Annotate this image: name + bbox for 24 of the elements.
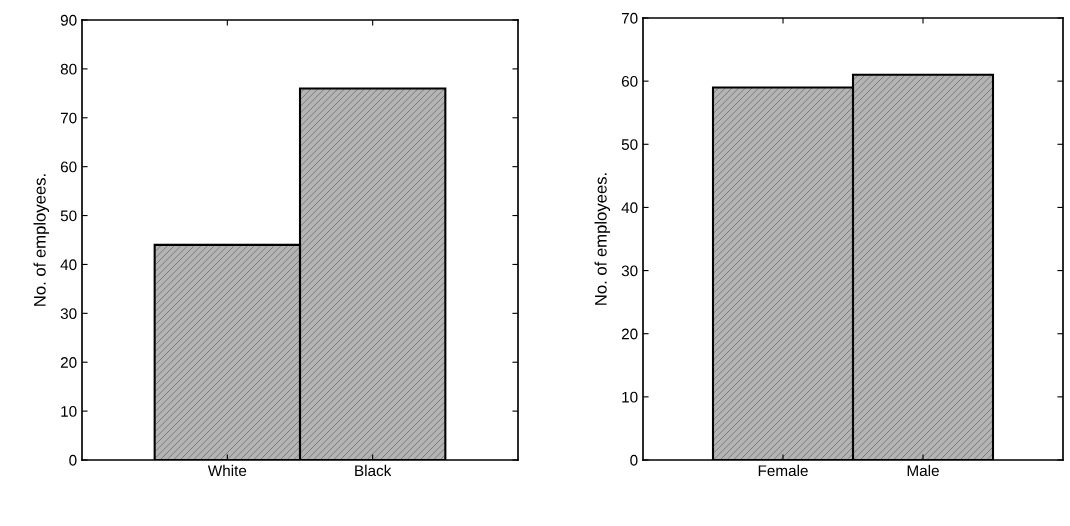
- y-tick-label: 60: [621, 76, 638, 87]
- y-tick-label: 90: [60, 14, 77, 26]
- y-tick-label: 40: [60, 259, 77, 271]
- y-tick-label: 0: [69, 454, 77, 466]
- y-tick-label: 10: [61, 405, 77, 417]
- y-tick-label: 70: [621, 12, 638, 24]
- y-tick-label: 50: [621, 139, 638, 150]
- x-tick-label: Male: [907, 464, 939, 477]
- y-tick-label: 50: [60, 210, 77, 222]
- y-tick-label: 80: [60, 63, 77, 75]
- x-tick-label: Black: [355, 464, 392, 477]
- y-tick-label: 10: [622, 391, 638, 403]
- y-tick-label: 20: [60, 357, 77, 368]
- y-tick-label: 0: [630, 454, 638, 466]
- y-axis-title: No. of employees.: [33, 174, 50, 306]
- y-axis-title: No. of employees.: [594, 173, 611, 305]
- y-tick-label: 20: [621, 328, 638, 340]
- y-tick-label: 70: [60, 112, 77, 124]
- y-tick-label: 40: [621, 202, 638, 214]
- x-tick-label: Female: [758, 464, 808, 477]
- x-tick-label: White: [207, 464, 247, 477]
- y-tick-label: 30: [60, 308, 77, 320]
- y-tick-label: 30: [621, 265, 638, 277]
- y-tick-label: 60: [60, 161, 77, 173]
